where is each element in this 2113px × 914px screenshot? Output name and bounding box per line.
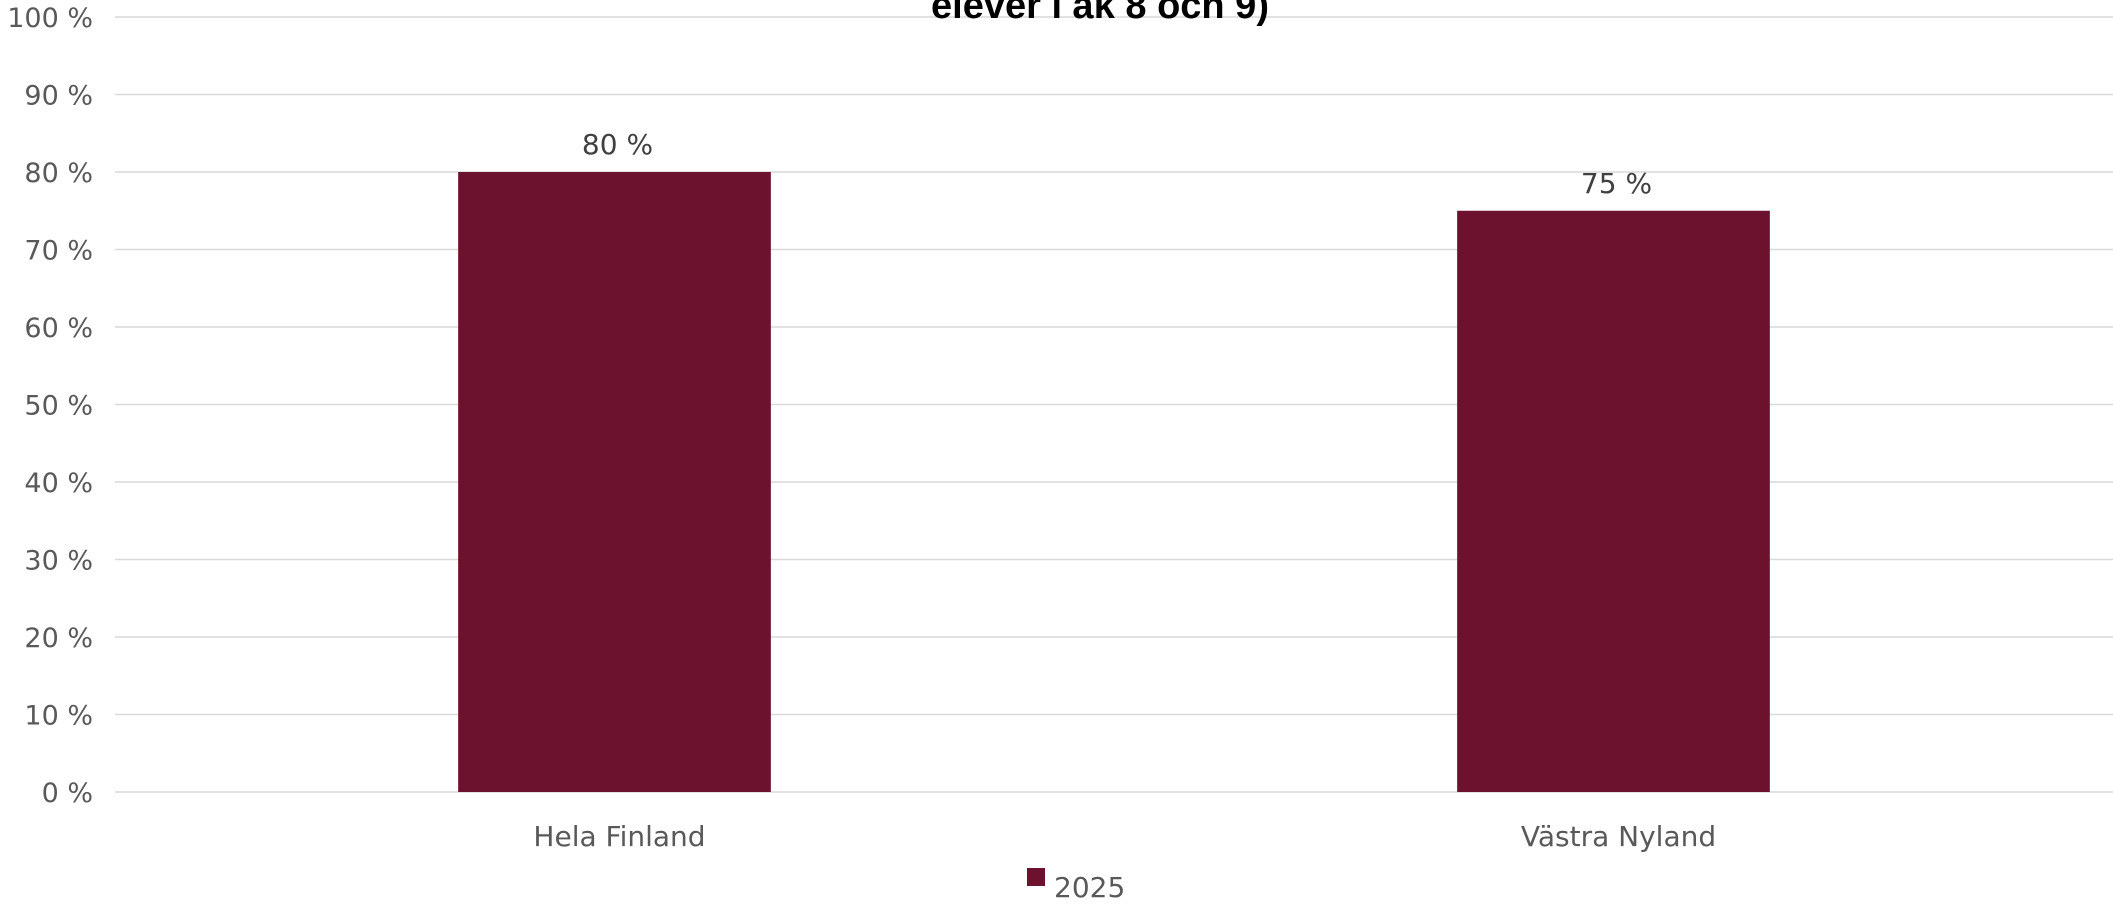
y-tick-label: 40 % — [24, 468, 93, 499]
y-tick-label: 20 % — [24, 623, 93, 654]
legend-label: 2025 — [1054, 871, 1125, 904]
y-tick-label: 100 % — [7, 3, 93, 34]
y-tick-label: 80 % — [24, 158, 93, 189]
bars — [458, 172, 1770, 792]
x-category-label: Västra Nyland — [1521, 820, 1716, 853]
legend-swatch — [1027, 868, 1045, 886]
chart-title: elever i åk 8 och 9) — [931, 0, 1269, 27]
y-axis-ticks: 0 % 10 % 20 % 30 % 40 % 50 % 60 % 70 % 80 % 90 % 1… — [7, 3, 93, 809]
data-labels: 80 % 75 % — [582, 128, 1652, 200]
y-tick-label: 10 % — [24, 701, 93, 732]
x-axis-categories: Hela Finland Västra Nyland — [533, 820, 1716, 853]
bar-data-label: 80 % — [582, 128, 653, 161]
bar — [1457, 210, 1770, 792]
y-tick-label: 0 % — [42, 778, 93, 809]
y-tick-label: 30 % — [24, 546, 93, 577]
legend: 2025 — [1027, 868, 1125, 904]
y-tick-label: 60 % — [24, 313, 93, 344]
y-tick-label: 70 % — [24, 236, 93, 267]
y-tick-label: 50 % — [24, 391, 93, 422]
gridlines — [115, 16, 2113, 793]
bar-data-label: 75 % — [1581, 167, 1652, 200]
bar — [458, 172, 771, 792]
x-category-label: Hela Finland — [533, 820, 705, 853]
y-tick-label: 90 % — [24, 81, 93, 112]
